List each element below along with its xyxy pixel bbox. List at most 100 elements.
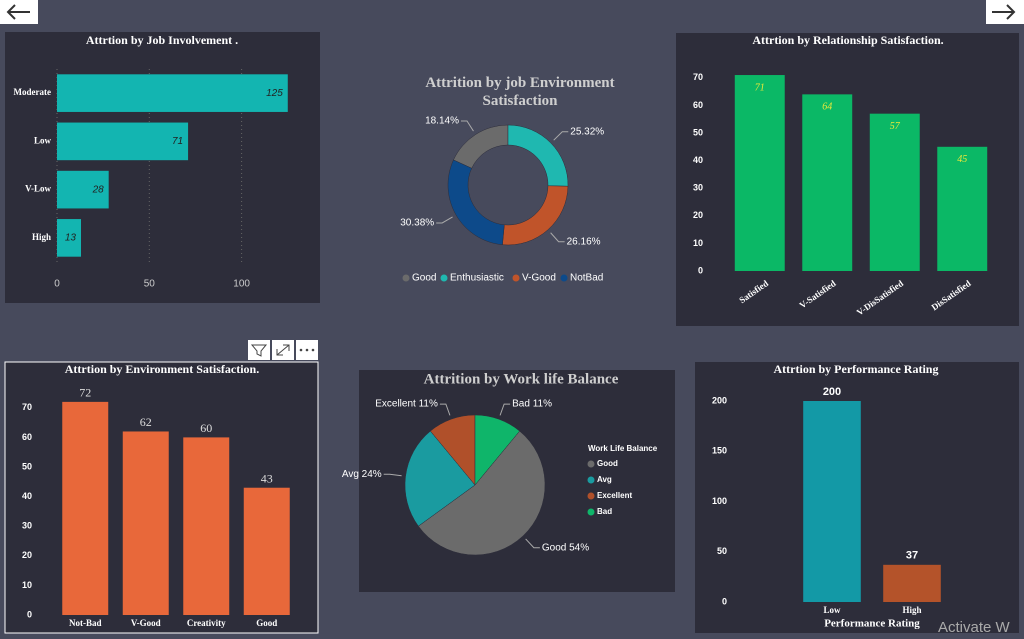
y-tick-label: 50 (717, 546, 727, 556)
legend-swatch (587, 476, 595, 484)
legend-label: NotBad (570, 273, 603, 284)
category-label: V-Low (25, 184, 51, 194)
leader-line (550, 232, 565, 243)
data-label: 62 (140, 415, 152, 429)
y-tick-label: 100 (712, 496, 727, 506)
legend-label: Bad (597, 507, 612, 516)
focus-glyph (276, 344, 290, 356)
chart-title: Attrtion by Job Involvement . (86, 33, 238, 47)
slice (418, 430, 546, 556)
x-tick-label: 100 (233, 279, 250, 290)
leader-line (439, 403, 451, 416)
bar (57, 170, 109, 209)
data-label: 71 (172, 136, 183, 147)
data-label: 13 (65, 233, 77, 244)
bar (869, 113, 920, 272)
slice (502, 185, 569, 246)
data-label: Excellent 11% (375, 399, 438, 410)
data-label: Avg 24% (342, 469, 382, 480)
data-label: 64 (822, 102, 832, 113)
x-tick-label: V-Good (131, 618, 161, 628)
x-tick-label: 50 (144, 279, 156, 290)
bar (57, 219, 81, 257)
forward-arrow (992, 4, 1016, 20)
leader-line (460, 120, 474, 132)
back-arrow (6, 4, 30, 20)
chart-title: Attrtion by Performance Rating (774, 362, 939, 376)
bar (803, 401, 861, 602)
leader-line (436, 216, 453, 224)
watermark: Activate W (938, 619, 1011, 636)
data-label: 125 (266, 88, 283, 99)
y-tick-label: 70 (22, 402, 32, 412)
bar (937, 146, 988, 271)
bar (734, 75, 785, 271)
x-tick-label: Not-Bad (69, 618, 102, 628)
data-label: 71 (755, 82, 765, 93)
y-tick-label: 60 (22, 432, 32, 442)
y-tick-label: 20 (22, 550, 32, 560)
y-tick-label: 60 (693, 100, 703, 110)
data-label: 26.16% (567, 236, 601, 247)
dot (299, 348, 303, 352)
chart-title: Attrtion by Relationship Satisfaction. (752, 33, 943, 47)
data-label: 72 (79, 386, 91, 400)
data-label: 60 (200, 421, 212, 435)
y-tick-label: 50 (693, 127, 703, 137)
filter-icon[interactable] (248, 340, 270, 360)
data-label: 25.32% (570, 126, 604, 137)
leader-line (383, 473, 402, 477)
legend-label: Avg (597, 475, 612, 484)
data-label: 30.38% (400, 218, 434, 229)
data-label: 37 (906, 550, 918, 562)
slice (474, 414, 520, 486)
legend-label: Good (597, 459, 618, 468)
slice (507, 124, 569, 187)
legend-swatch (440, 274, 448, 282)
chart-title: Attrition by job Environment Satisfactio… (425, 75, 615, 109)
leader-line (553, 131, 569, 141)
bar (57, 122, 189, 161)
legend-swatch (512, 274, 520, 282)
panel (5, 32, 320, 303)
data-label: 18.14% (425, 116, 459, 127)
y-tick-label: 30 (693, 183, 703, 193)
legend-swatch (587, 508, 595, 516)
legend-label: V-Good (522, 273, 556, 284)
x-tick-label: Creativity (187, 618, 226, 628)
y-tick-label: 40 (22, 491, 32, 501)
data-label: Good 54% (542, 542, 589, 553)
slice (453, 124, 509, 169)
dot (305, 348, 309, 352)
bar (243, 487, 290, 615)
slice (404, 430, 476, 527)
chart-title-box: Attrition by job Environment Satisfactio… (425, 75, 615, 109)
x-tick-label: 0 (54, 279, 60, 290)
dot (311, 348, 315, 352)
category-label: Low (34, 135, 52, 145)
data-label: 45 (957, 154, 967, 165)
legend-label: Enthusiastic (450, 273, 504, 284)
x-axis-title: Performance Rating (824, 618, 920, 630)
y-tick-label: 10 (22, 580, 32, 590)
y-tick-label: 50 (22, 461, 32, 471)
legend-swatch (560, 274, 568, 282)
leader-line (525, 538, 540, 549)
data-label: 28 (92, 184, 105, 195)
y-tick-label: 30 (22, 521, 32, 531)
legend-swatch (402, 274, 410, 282)
y-tick-label: 70 (693, 72, 703, 82)
leader-line (499, 403, 511, 416)
bar (122, 431, 169, 615)
data-label: 57 (890, 121, 901, 132)
y-tick-label: 0 (698, 265, 703, 275)
legend-title: Work Life Balance (588, 444, 658, 453)
category-label: Moderate (14, 87, 51, 97)
legend-swatch (587, 492, 595, 500)
bar (802, 94, 853, 271)
y-tick-label: 0 (27, 609, 32, 619)
y-tick-label: 200 (712, 395, 727, 405)
y-tick-label: 40 (693, 155, 703, 165)
y-tick-label: 10 (693, 238, 703, 248)
